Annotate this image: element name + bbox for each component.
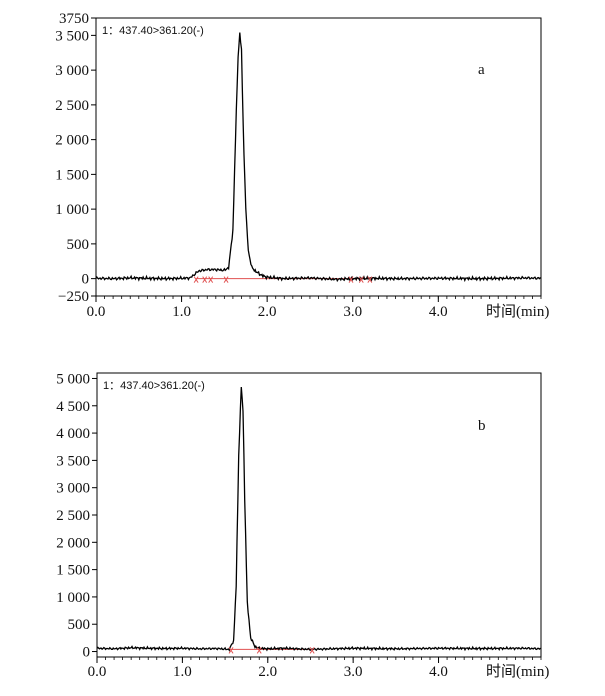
x-tick-label: 4.0 [429, 664, 448, 680]
y-tick-label: 3 000 [55, 63, 89, 79]
y-tick-label: 2 500 [55, 98, 89, 114]
x-tick-label: 0.0 [88, 664, 107, 680]
chromatogram-line-b [96, 386, 542, 652]
y-tick-label: 3 500 [56, 453, 90, 469]
x-tick-label: 2.0 [258, 304, 277, 320]
x-tick-label: 3.0 [344, 664, 363, 680]
y-tick-label: −250 [58, 289, 89, 305]
y-tick-label: 0 [82, 272, 90, 288]
integration-marker [208, 276, 214, 283]
integration-marker [228, 647, 234, 654]
y-tick-label: 1 000 [56, 590, 90, 606]
y-tick-label: 0 [83, 645, 91, 661]
x-axis-label: 时间(min) [486, 663, 549, 680]
mrm-transition-label: 1：437.40>361.20(-) [102, 25, 204, 37]
integration-marker [256, 647, 262, 654]
x-tick-label: 0.0 [87, 304, 106, 320]
y-tick-label: 1 500 [56, 563, 90, 579]
y-tick-label: 2 000 [55, 133, 89, 149]
y-tick-label: 3750 [59, 11, 89, 27]
x-tick-label: 2.0 [258, 664, 277, 680]
panel-label: b [478, 418, 486, 434]
integration-marker [367, 276, 373, 283]
y-tick-label: 3 500 [55, 28, 89, 44]
integration-marker [202, 276, 208, 283]
y-tick-label: 1 000 [55, 202, 89, 218]
x-tick-label: 4.0 [429, 304, 448, 320]
chromatogram-line-a [95, 32, 542, 283]
plot-frame [96, 372, 542, 658]
y-tick-label: 1 500 [55, 167, 89, 183]
integration-marker [193, 276, 199, 283]
integration-marker [309, 647, 315, 654]
integration-marker [223, 276, 229, 283]
y-tick-label: 3 000 [56, 481, 90, 497]
y-tick-label: 4 000 [56, 426, 90, 442]
y-tick-label: 2 000 [56, 535, 90, 551]
integration-marker [358, 276, 364, 283]
x-tick-label: 1.0 [173, 664, 192, 680]
y-tick-label: 5 000 [56, 371, 90, 387]
mrm-transition-label: 1：437.40>361.20(-) [103, 380, 205, 392]
x-tick-label: 1.0 [172, 304, 191, 320]
y-tick-label: 500 [67, 237, 90, 253]
integration-marker [348, 276, 354, 283]
plot-frame [95, 17, 542, 297]
y-tick-label: 4 500 [56, 399, 90, 415]
x-tick-label: 3.0 [343, 304, 362, 320]
y-tick-label: 500 [68, 617, 91, 633]
y-tick-label: 2 500 [56, 508, 90, 524]
x-axis-label: 时间(min) [486, 303, 549, 320]
chart-panel-b: 5 000 4 500 4 000 3 500 3 000 2 500 2 000 1 500… [56, 371, 549, 680]
panel-label: a [478, 62, 485, 78]
